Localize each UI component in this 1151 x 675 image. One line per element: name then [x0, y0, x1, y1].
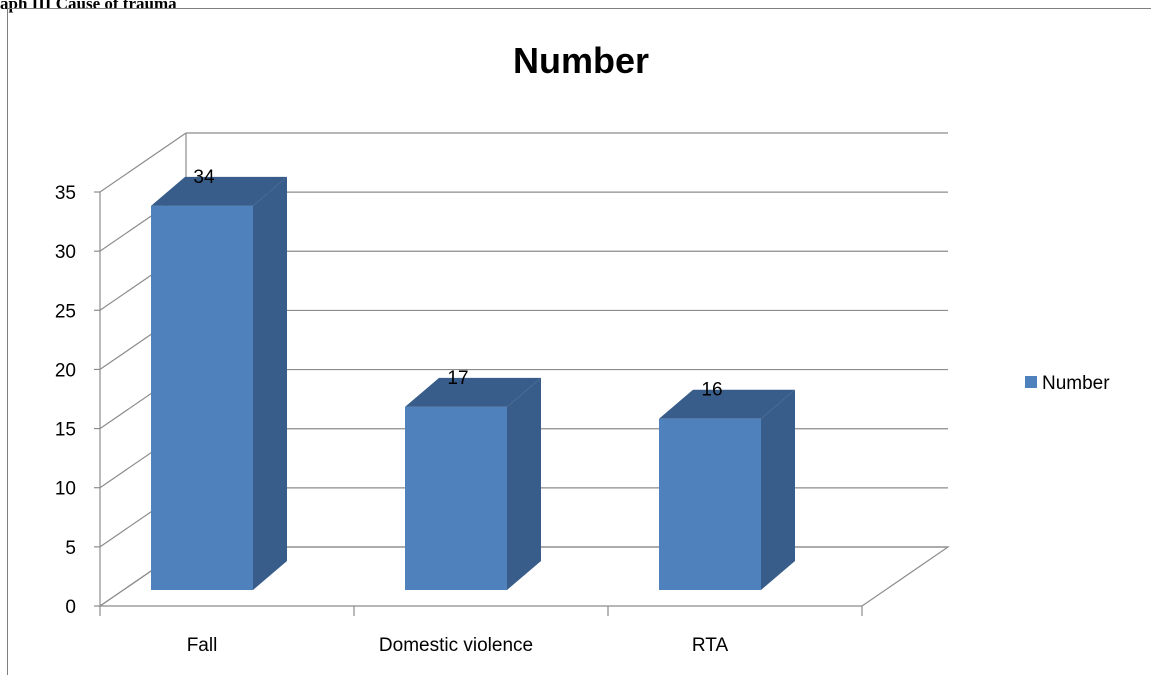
- y-tick-label: 20: [55, 360, 76, 381]
- y-tick-label: 5: [65, 538, 76, 559]
- bar-front: [405, 406, 507, 590]
- legend-label: Number: [1042, 373, 1110, 394]
- y-tick-label: 35: [55, 183, 76, 204]
- bar: [405, 377, 541, 590]
- bar: [659, 389, 795, 590]
- y-tick-label: 25: [55, 301, 76, 322]
- bar-side: [253, 176, 287, 591]
- bar-front: [151, 205, 253, 591]
- data-label: 17: [447, 368, 468, 389]
- legend-swatch: [1025, 376, 1037, 388]
- figure-caption: aph III Cause of trauma: [0, 0, 177, 13]
- bar-side: [761, 389, 795, 590]
- labels: 0 5 10 15 20 25 30 35 34 Fall 17 Domestic violence 1…: [55, 167, 729, 656]
- chart-frame: [7, 8, 1151, 675]
- bar-side: [507, 377, 541, 590]
- data-label: 16: [701, 380, 722, 401]
- gridline-diagonal: [99, 132, 187, 193]
- bars: [151, 176, 795, 591]
- y-tick-label: 0: [65, 597, 76, 618]
- chart-title: Number: [513, 40, 649, 81]
- bar-top: [659, 389, 795, 419]
- bar-top: [151, 176, 287, 206]
- bar: [151, 176, 287, 591]
- y-tick-label: 10: [55, 479, 76, 500]
- x-tick-label: Fall: [187, 635, 218, 656]
- x-tick-label: RTA: [692, 635, 729, 656]
- gridlines: [94, 132, 948, 616]
- x-tick-label: Domestic violence: [379, 635, 533, 656]
- data-label: 34: [193, 167, 215, 188]
- y-tick-label: 30: [55, 242, 76, 263]
- y-tick-label: 15: [55, 420, 76, 441]
- bar-top: [405, 377, 541, 407]
- bar-front: [659, 418, 761, 590]
